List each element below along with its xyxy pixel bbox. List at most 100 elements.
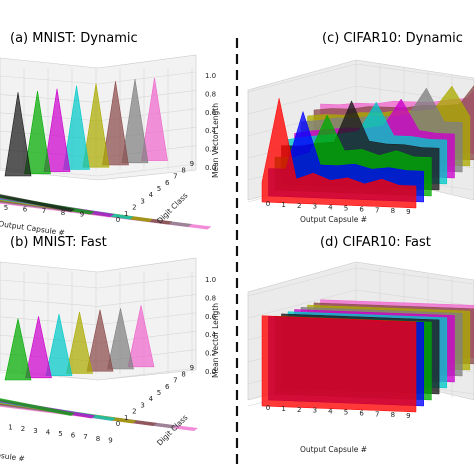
a-ytick: 2 [132,204,136,212]
b-xtick: 8 [96,435,100,443]
panel-c-xlabel: Output Capsule # [300,215,367,224]
a-ytick: 8 [181,166,185,174]
b-peak-2 [45,314,73,376]
a-xtick: 8 [61,209,65,217]
d-xtick: 7 [375,410,379,418]
a-ztick: 0.8 [205,90,216,98]
b-ytick: 8 [181,370,185,378]
panel-b: (b) MNIST: Fast 0.0 0.2 0.4 0.6 0.8 1.0 Mean … [0,235,220,463]
a-peak-3 [63,85,90,170]
b-ytick: 1 [124,414,128,422]
a-ztick: 0.4 [205,127,217,135]
a-ztick: 0.0 [205,164,216,172]
a-peak-5 [102,81,129,166]
a-xtick: 6 [23,206,28,214]
a-ytick: 6 [165,179,170,187]
b-ytick: 9 [190,364,194,372]
panel-b-title: (b) MNIST: Fast [10,235,107,250]
panel-a-title: (a) MNIST: Dynamic [10,31,138,46]
b-xtick: 7 [83,433,87,441]
a-xtick: 5 [4,204,8,212]
d-xtick: 4 [328,408,333,416]
panel-b-xlabel: Output Capsule # [0,445,25,463]
b-peak-1 [25,316,52,379]
b-ytick: 0 [116,420,120,428]
a-peak-1 [24,90,51,175]
d-xtick: 9 [406,412,410,420]
b-ytick: 3 [140,401,144,409]
c-xtick: 9 [406,208,410,216]
a-xtick: 9 [80,210,84,218]
b-peak-5 [107,308,134,370]
d-xtick: 6 [359,409,364,417]
c-xtick: 7 [375,206,379,214]
a-floor-ribbon-0 [0,194,75,212]
b-xtick: 9 [108,436,112,444]
b-ytick: 7 [173,377,177,385]
panel-b-zlabel: Mean Vector Length [211,303,220,378]
a-ytick: 5 [157,185,161,193]
a-peak-6 [121,79,149,164]
b-ytick: 4 [149,395,154,403]
a-peak-0 [4,92,32,177]
b-peak-6 [127,305,155,368]
a-xtick: 7 [42,207,46,215]
d-xtick: 1 [281,405,285,413]
b-ztick: 0.8 [205,294,216,302]
c-series-0 [261,98,417,209]
b-xtick: 5 [58,430,62,438]
c-xtick: 3 [313,203,317,211]
a-ytick: 3 [140,197,144,205]
c-xtick: 5 [344,205,348,213]
b-ytick: 5 [157,389,161,397]
c-xtick: 4 [328,204,333,212]
a-ytick: 4 [149,191,154,199]
b-ztick: 0.6 [205,313,217,321]
b-ztick: 0.4 [205,331,217,339]
a-peak-2 [43,88,71,172]
b-xtick: 4 [46,428,51,436]
a-ztick: 0.2 [205,146,216,154]
panel-a-zlabel: Mean Vector Length [211,103,220,178]
b-peak-4 [86,309,114,372]
b-xtick: 6 [71,432,76,440]
d-xtick: 0 [266,404,270,412]
panel-a: (a) MNIST: Dynamic 0.0 0.2 0.4 0.6 0.8 1.0 Me… [0,31,220,237]
c-xtick: 6 [359,205,364,213]
d-xtick: 2 [297,406,301,414]
d-xtick: 8 [391,411,395,419]
panel-c: (c) CIFAR10: Dynamic 0 1 2 3 4 5 6 7 8 9 Output C… [247,31,474,224]
panel-a-ylabel: Digit Class [155,191,190,226]
c-xtick: 2 [297,202,301,210]
panel-d-title: (d) CIFAR10: Fast [320,235,431,250]
b-xtick: 1 [8,424,12,432]
d-series-0 [261,315,417,413]
b-ztick: 0.2 [205,350,216,358]
panel-c-title: (c) CIFAR10: Dynamic [322,31,463,46]
b-xtick: 3 [33,427,37,435]
c-xtick: 8 [391,207,395,215]
a-ztick: 0.6 [205,109,217,117]
b-xtick: 2 [21,425,25,433]
a-peak-4 [82,83,110,168]
a-ytick: 1 [124,210,128,218]
a-ytick: 9 [190,160,194,168]
panel-b-ylabel: Digit Class [155,413,190,448]
b-ytick: 6 [165,383,170,391]
d-xtick: 5 [344,409,348,417]
a-ytick: 0 [116,216,120,224]
b-ztick: 1.0 [205,276,216,284]
panel-d: (d) CIFAR10: Fast 0 1 2 3 4 5 6 7 8 9 Output Caps… [247,235,474,454]
d-xtick: 3 [313,407,317,415]
b-peak-0 [4,318,32,381]
a-ztick: 1.0 [205,72,216,80]
b-floor-ribbon-0 [0,398,75,416]
panel-d-xlabel: Output Capsule # [300,445,367,454]
c-xtick: 1 [281,201,285,209]
a-peak-7 [141,77,168,161]
b-peak-3 [66,311,93,374]
b-ztick: 0.0 [205,368,216,376]
c-xtick: 0 [266,200,270,208]
a-ytick: 7 [173,173,177,181]
